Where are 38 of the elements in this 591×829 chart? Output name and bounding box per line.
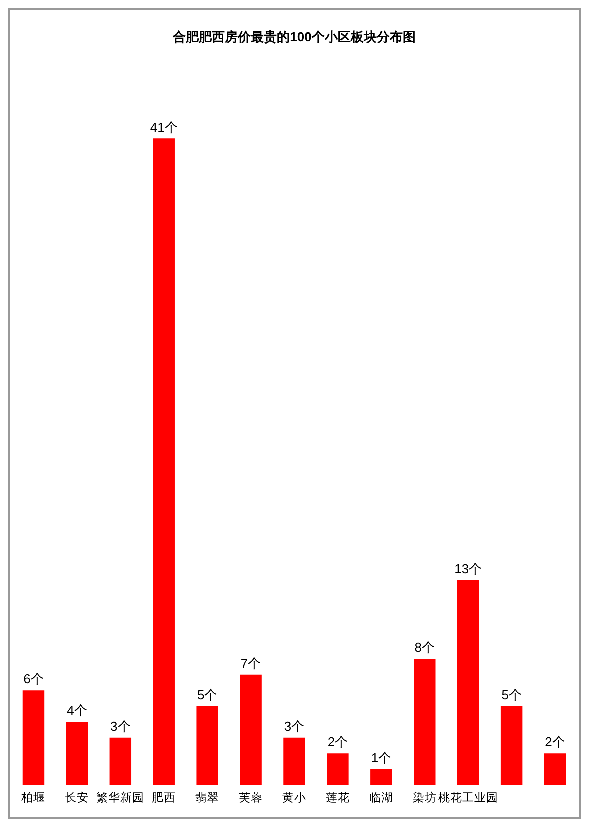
data-label: 41个 [150, 120, 178, 135]
data-label: 7个 [240, 656, 262, 671]
x-tick-label: 莲花 [326, 791, 350, 804]
chart-title: 合肥肥西房价最贵的100个小区板块分布图 [172, 29, 416, 44]
x-tick-label: 桃花工业园 [438, 791, 498, 804]
bar [284, 738, 306, 786]
data-label: 2个 [328, 734, 348, 750]
data-label: 8个 [414, 640, 435, 656]
data-label: 5个 [502, 687, 522, 702]
x-tick-label: 染坊 [412, 790, 437, 804]
x-tick-label: 芙蓉 [239, 791, 264, 804]
bar [500, 706, 523, 786]
bar [22, 690, 45, 786]
data-label: 13个 [454, 561, 482, 576]
bar [110, 738, 132, 786]
data-label: 3个 [110, 718, 131, 734]
data-label: 4个 [67, 703, 88, 718]
bar [370, 769, 392, 786]
data-label: 5个 [197, 687, 218, 702]
data-label: 2个 [545, 734, 566, 750]
bar [153, 138, 175, 786]
bar [240, 674, 262, 786]
bar [66, 722, 88, 786]
x-tick-label: 黄小 [282, 791, 306, 804]
data-label: 6个 [24, 672, 44, 687]
bar [196, 706, 218, 786]
x-tick-label: 长安 [65, 790, 90, 804]
x-tick-label: 临湖 [369, 791, 394, 804]
bar [414, 659, 436, 786]
bar [457, 580, 480, 786]
x-tick-label: 翡翠 [196, 791, 220, 804]
data-label: 3个 [284, 718, 305, 734]
bar [544, 754, 566, 786]
x-tick-label: 肥西 [152, 791, 176, 804]
data-label: 1个 [371, 750, 392, 766]
x-tick-label: 繁华新园 [96, 790, 145, 804]
bar [327, 754, 349, 786]
x-tick-label: 柏堰 [20, 791, 46, 804]
